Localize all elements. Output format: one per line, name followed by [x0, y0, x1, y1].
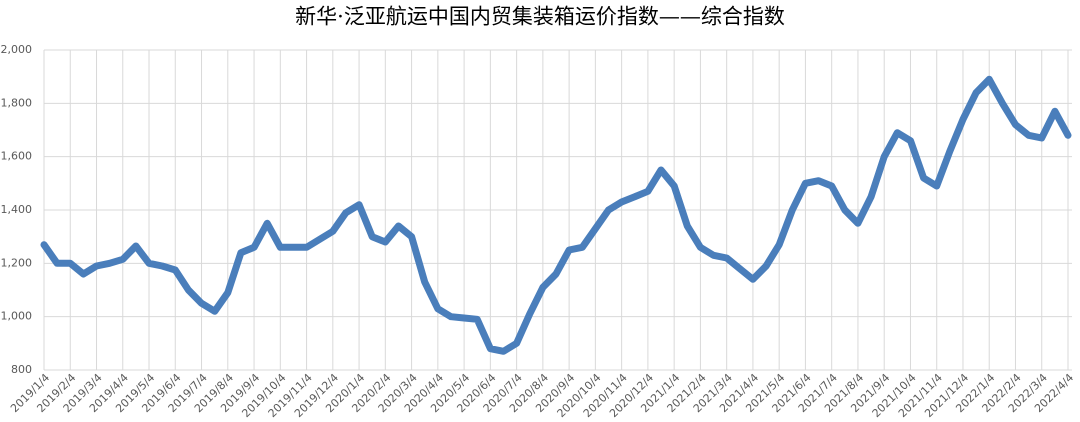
- y-tick-label: 800: [11, 363, 32, 376]
- y-tick-label: 1,800: [1, 96, 33, 109]
- y-tick-label: 2,000: [1, 43, 33, 56]
- y-tick-label: 1,400: [1, 203, 33, 216]
- y-tick-label: 1,200: [1, 256, 33, 269]
- y-tick-label: 1,600: [1, 150, 33, 163]
- y-tick-label: 1,000: [1, 310, 33, 323]
- line: [40, 75, 1072, 355]
- chart-title: 新华·泛亚航运中国内贸集装箱运价指数——综合指数: [295, 5, 785, 29]
